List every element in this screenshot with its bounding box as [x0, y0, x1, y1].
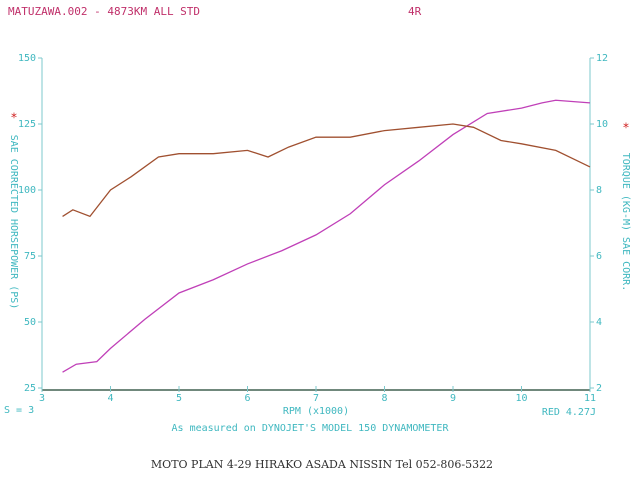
y-tick-label: 150	[18, 53, 36, 64]
smoothing-label: S = 3	[4, 405, 34, 416]
y-tick-label: 50	[24, 317, 36, 328]
y-tick-label: 75	[24, 251, 36, 262]
x-tick-label: 10	[515, 393, 527, 404]
x-tick-label: 11	[584, 393, 596, 404]
chart-title: MATUZAWA.002 - 4873KM ALL STD	[8, 5, 200, 18]
y2-tick-label: 12	[596, 53, 608, 64]
curve	[62, 123, 591, 218]
y2-tick-label: 6	[596, 251, 602, 262]
y2-tick-label: 10	[596, 119, 608, 130]
run-label: RED 4.27J	[542, 407, 596, 418]
x-tick-label: 3	[39, 393, 45, 404]
y2-tick-label: 4	[596, 317, 602, 328]
y-tick-label: 25	[24, 383, 36, 394]
x-axis-title: RPM (x1000)	[283, 406, 349, 417]
footer: MOTO PLAN 4-29 HIRAKO ASADA NISSIN Tel 0…	[151, 458, 493, 471]
x-tick-label: 8	[381, 393, 387, 404]
y2-tick-label: 2	[596, 383, 602, 394]
y-axis-title: SAE CORRECTED HORSEPOWER (PS)	[8, 135, 19, 310]
y-tick-label: 100	[18, 185, 36, 196]
x-tick-label: 5	[176, 393, 182, 404]
y2-axis-title: TORQUE (KG-M) SAE CORR.	[620, 153, 631, 291]
x-tick-label: 9	[450, 393, 456, 404]
y-tick-label: 125	[18, 119, 36, 130]
right-marker: *	[622, 121, 629, 135]
chart-subtitle: 4R	[408, 5, 422, 18]
x-tick-label: 4	[107, 393, 113, 404]
curve	[62, 99, 591, 373]
x-tick-label: 6	[244, 393, 250, 404]
y2-tick-label: 8	[596, 185, 602, 196]
x-tick-label: 7	[313, 393, 319, 404]
note: As measured on DYNOJET'S MODEL 150 DYNAM…	[172, 423, 450, 434]
left-marker: *	[10, 111, 17, 125]
